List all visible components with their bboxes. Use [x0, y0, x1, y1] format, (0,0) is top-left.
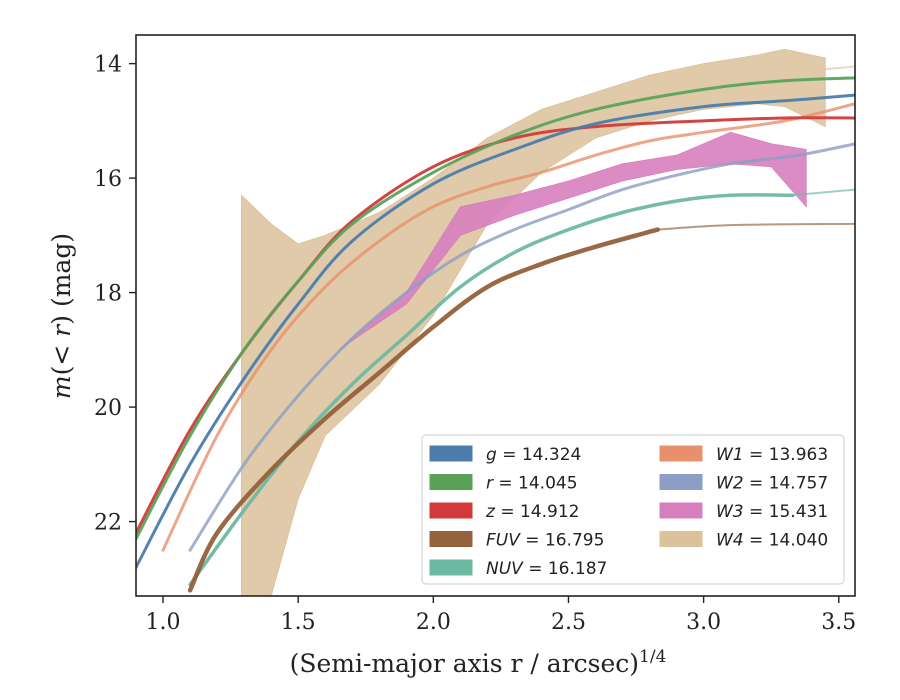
x-tick-label: 2.0 [416, 610, 451, 635]
plot-frame [135, 34, 856, 597]
faint-line-w4 [825, 65, 855, 71]
legend-label-w1: W1 = 13.963 [716, 445, 828, 465]
line-g [136, 93, 855, 569]
band-w4 [241, 48, 826, 596]
plot-area [136, 48, 855, 596]
legend-swatch-z [429, 502, 473, 519]
x-tick-label: 3.0 [686, 610, 721, 635]
x-tick-label: 2.5 [551, 610, 586, 635]
legend-swatch-w1 [659, 445, 703, 462]
legend-label-w2: W2 = 14.757 [716, 474, 828, 494]
legend-swatch-w2 [659, 474, 703, 490]
faint-line-fuv [657, 222, 855, 231]
legend-swatch-nuv [429, 559, 473, 576]
faint-line-nuv [792, 188, 855, 197]
band-w3 [338, 131, 807, 351]
y-axis-label: m(< r) (mag) [47, 233, 76, 399]
y-tick-label: 22 [94, 511, 122, 536]
legend-label-nuv: NUV = 16.187 [486, 559, 607, 579]
legend: g = 14.324 r = 14.045 z = 14.912 FUV = 16.7… [421, 434, 845, 585]
line-w1 [161, 102, 855, 552]
y-tick-label: 14 [94, 53, 122, 78]
x-tick-label: 3.5 [821, 610, 856, 635]
legend-label-g: g = 14.324 [486, 445, 581, 465]
legend-label-w4: W4 = 14.040 [716, 531, 828, 551]
y-tick-label: 20 [94, 396, 122, 421]
legend-label-z: z = 14.912 [485, 502, 579, 522]
y-tick-label: 16 [94, 167, 122, 192]
y-axis: 14 16 18 20 22 [94, 53, 136, 536]
legend-swatch-g [429, 445, 473, 462]
legend-swatch-r [429, 474, 473, 490]
legend-swatch-fuv [429, 531, 473, 547]
legend-box [421, 434, 845, 585]
line-r [136, 76, 855, 541]
legend-swatch-w4 [659, 531, 703, 547]
x-tick-label: 1.0 [146, 610, 181, 635]
line-fuv [187, 227, 660, 593]
y-tick-label: 18 [94, 282, 122, 307]
legend-label-r: r = 14.045 [486, 474, 578, 494]
legend-label-fuv: FUV = 16.795 [486, 531, 604, 551]
legend-label-w3: W3 = 15.431 [716, 502, 828, 522]
legend-swatch-w3 [659, 502, 703, 519]
x-axis-label: (Semi-major axis r / arcsec)1/4 [290, 647, 667, 678]
line-w2 [188, 142, 855, 552]
x-axis: 1.0 1.5 2.0 2.5 3.0 3.5 [146, 596, 856, 635]
x-tick-label: 1.5 [281, 610, 316, 635]
